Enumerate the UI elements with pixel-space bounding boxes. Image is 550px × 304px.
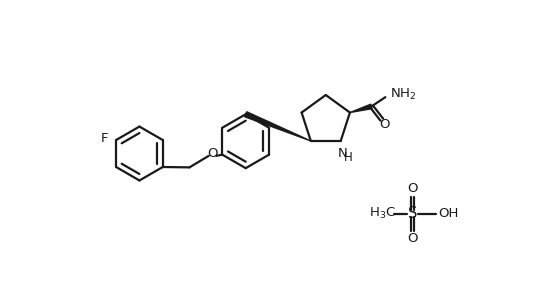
Text: N: N	[337, 147, 347, 160]
Text: S: S	[408, 206, 417, 221]
Text: O: O	[207, 147, 218, 160]
Text: O: O	[379, 118, 390, 131]
Text: O: O	[408, 182, 418, 195]
Text: H: H	[344, 151, 353, 164]
Polygon shape	[350, 104, 372, 112]
Text: F: F	[101, 132, 108, 145]
Text: H$_3$C: H$_3$C	[369, 206, 396, 221]
Text: OH: OH	[438, 207, 458, 220]
Text: O: O	[408, 233, 418, 246]
Text: NH$_2$: NH$_2$	[390, 87, 416, 102]
Polygon shape	[245, 112, 311, 141]
